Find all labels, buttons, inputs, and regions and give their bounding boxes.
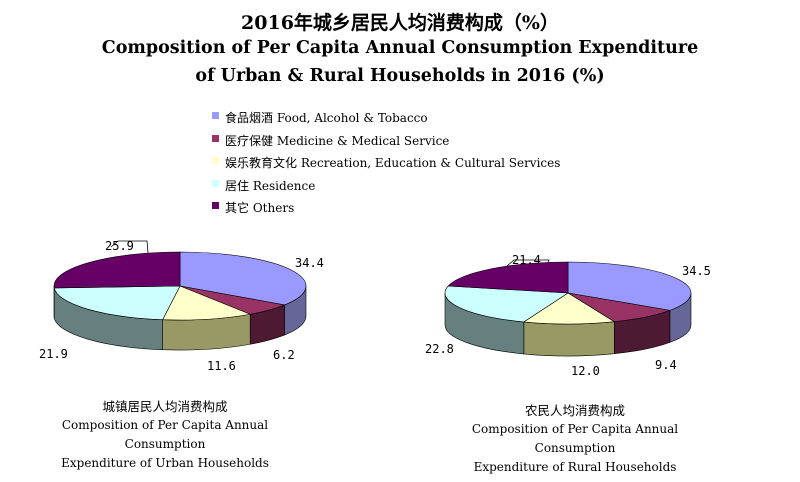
chart-title-en-line2: of Urban & Rural Households in 2016 (%) [195, 66, 605, 86]
urban-caption: 城镇居民人均消费构成 Composition of Per Capita Ann… [20, 398, 310, 473]
rural-leader-line-others [506, 259, 550, 267]
legend-label-zh: 医疗保健 [225, 133, 274, 148]
urban-slice-food [179, 251, 307, 306]
legend-swatch [212, 134, 219, 142]
rural-slice-food [567, 261, 692, 311]
rural-label-food: 34.5 [682, 264, 711, 278]
urban-caption-en-line2: Expenditure of Urban Households [61, 456, 269, 470]
urban-pie: 34.4 6.2 11.6 21.9 25.9 [39, 239, 324, 373]
urban-leader-line-others [110, 240, 149, 254]
urban-caption-zh: 城镇居民人均消费构成 [102, 399, 228, 414]
rural-caption-en-line2: Expenditure of Rural Households [473, 460, 677, 474]
legend-label-en: Medicine & Medical Service [276, 133, 450, 148]
rural-label-others: 21.4 [512, 253, 541, 267]
legend-label-zh: 食品烟酒 [225, 111, 274, 125]
rural-slice-residence [444, 285, 569, 323]
rural-caption: 农民人均消费构成 Composition of Per Capita Annua… [430, 402, 720, 477]
rural-pie: 34.5 9.4 12.0 22.8 21.4 [425, 253, 711, 378]
rural-label-residence: 22.8 [425, 342, 454, 356]
urban-caption-en-line1: Composition of Per Capita Annual Consump… [61, 418, 269, 451]
rural-slice-recreation [522, 292, 616, 325]
legend-label-zh: 居住 [225, 178, 250, 193]
rural-label-medicine: 9.4 [655, 358, 677, 372]
legend-label-zh: 其它 [225, 201, 250, 215]
legend-label-en: Recreation, Education & Cultural Service… [300, 156, 561, 170]
urban-slice-residence [53, 285, 181, 320]
urban-slice-others [53, 251, 181, 289]
rural-slice-side-recreation [523, 321, 615, 357]
legend-label-en: Others [252, 201, 295, 215]
legend-swatch [212, 157, 219, 164]
legend-label-zh: 娱乐教育文化 [225, 156, 298, 170]
legend-label-en: Residence [252, 178, 316, 193]
chart-title-zh: 2016年城乡居民人均消费构成（%） [241, 12, 559, 34]
rural-slice-others [447, 261, 569, 294]
urban-label-residence: 21.9 [39, 347, 68, 361]
urban-label-food: 34.4 [295, 256, 324, 270]
legend-swatch [212, 202, 219, 209]
urban-pie-sides [53, 285, 307, 351]
rural-caption-en-line1: Composition of Per Capita Annual Consump… [471, 422, 679, 455]
rural-caption-zh: 农民人均消费构成 [524, 403, 625, 418]
urban-label-others: 25.9 [105, 239, 134, 253]
rural-pie-top [444, 261, 692, 325]
urban-label-medicine: 6.2 [273, 348, 295, 362]
legend-label-en: Food, Alcohol & Tobacco [276, 111, 428, 125]
legend-swatch [212, 112, 219, 119]
urban-pie-top [53, 251, 307, 321]
urban-slice-recreation [162, 285, 252, 321]
legend-swatch [212, 179, 219, 187]
rural-label-recreation: 12.0 [571, 364, 600, 378]
rural-pie-sides [444, 292, 692, 357]
urban-label-recreation: 11.6 [207, 359, 236, 373]
chart-title-en-line1: Composition of Per Capita Annual Consump… [101, 38, 699, 58]
